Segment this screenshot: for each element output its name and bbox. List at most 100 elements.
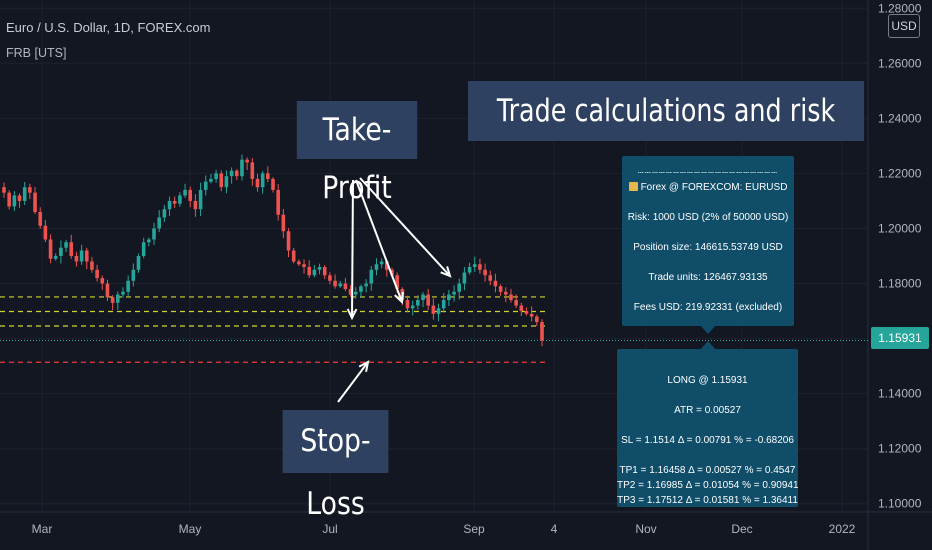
candle-body xyxy=(297,261,301,265)
candle-body xyxy=(147,239,151,243)
candle-body xyxy=(22,187,27,201)
arrow-shaft xyxy=(355,179,403,303)
candle-body xyxy=(535,316,539,323)
candle-body xyxy=(162,209,167,218)
trade-sl: SL = 1.1514 Δ = 0.00791 % = -0.68206 xyxy=(621,435,794,446)
candle-body xyxy=(234,170,239,177)
candle-body xyxy=(74,256,79,262)
price-axis: 1.28000 1.26000 1.24000 1.22000 1.20000 1.180… xyxy=(878,1,922,510)
candle-body xyxy=(281,214,286,232)
candle-body xyxy=(33,192,37,212)
arrow-head xyxy=(346,308,358,321)
candle-body xyxy=(385,261,389,270)
candle-body xyxy=(38,211,43,226)
arrow-shaft xyxy=(351,179,354,319)
candle-body xyxy=(276,189,280,215)
candle-body xyxy=(405,300,410,309)
candle-body xyxy=(540,322,544,341)
candle-body xyxy=(219,173,224,188)
candle-body xyxy=(374,264,379,270)
candle-body xyxy=(84,250,89,262)
trade-tp3: TP3 = 1.17512 Δ = 0.01581 % = 1.36411 xyxy=(617,495,798,506)
candle-body xyxy=(198,189,203,210)
candle-body xyxy=(353,291,358,295)
candle-body xyxy=(260,173,265,188)
candle-body xyxy=(426,294,430,306)
candle-body xyxy=(12,195,17,207)
trade-tp2: TP2 = 1.16985 Δ = 0.01054 % = 0.90941 xyxy=(617,480,798,491)
price-tick-label: 1.10000 xyxy=(878,497,922,511)
candle-body xyxy=(312,269,317,276)
candle-body xyxy=(53,256,58,259)
time-tick-label: 2022 xyxy=(829,522,856,536)
candle-body xyxy=(488,275,493,281)
candle-body xyxy=(478,264,482,270)
arrow-head xyxy=(440,266,452,278)
candle-body xyxy=(441,300,446,309)
candle-body xyxy=(229,170,234,177)
tooltip-pointer-down xyxy=(700,341,716,350)
candle-body xyxy=(116,294,120,303)
candle-body xyxy=(136,256,141,270)
chart-title: Euro / U.S. Dollar, 1D, FOREX.com xyxy=(6,20,211,35)
candle-body xyxy=(436,308,441,314)
candle-body xyxy=(193,200,198,210)
time-axis: Mar May Jul Sep 4 Nov Dec 2022 xyxy=(32,522,856,536)
candle-body xyxy=(2,187,6,193)
candle-body xyxy=(255,178,260,188)
candle-body xyxy=(493,280,498,287)
candle-body xyxy=(395,275,399,290)
arrow-shaft xyxy=(337,361,369,403)
info-fees: Fees USD: 219.92331 (excluded) xyxy=(633,302,783,313)
candle-body xyxy=(266,173,270,179)
candle-body xyxy=(416,300,420,306)
info-symbol: Forex @ FOREXCOM: EURUSD xyxy=(640,182,788,193)
time-tick-label: Nov xyxy=(635,522,656,536)
trade-levels xyxy=(0,296,868,363)
info-units: Trade units: 126467.93135 xyxy=(648,272,768,283)
candle-body xyxy=(431,305,436,314)
arrow-shaft xyxy=(359,177,451,277)
annotation-arrows xyxy=(337,177,452,403)
candle-body xyxy=(348,289,353,295)
candle-body xyxy=(328,275,332,281)
indicator-label[interactable]: FRB [UTS] xyxy=(6,46,67,60)
candle-body xyxy=(271,178,275,190)
candle-body xyxy=(172,200,177,204)
candle-body xyxy=(338,283,343,287)
price-tick-label: 1.20000 xyxy=(878,221,922,235)
candle-body xyxy=(462,272,467,284)
currency-button[interactable]: USD xyxy=(888,14,920,38)
tooltip-pointer-up xyxy=(700,325,716,334)
arrow-head xyxy=(358,360,370,373)
candle-body xyxy=(167,200,172,210)
price-tick-label: 1.28000 xyxy=(878,1,922,15)
candle-body xyxy=(48,239,53,259)
candle-body xyxy=(472,264,477,268)
candle-body xyxy=(121,291,125,295)
candle-body xyxy=(224,176,229,188)
candle-body xyxy=(245,159,249,163)
candle-body xyxy=(457,283,462,292)
time-tick-label: Sep xyxy=(463,522,485,536)
candle-body xyxy=(95,269,99,279)
time-tick-label: Mar xyxy=(32,522,53,536)
info-risk: Risk: 1000 USD (2% of 50000 USD) xyxy=(627,212,789,223)
take-profit-label: Take-Profit xyxy=(296,101,418,206)
tp-arrow-3 xyxy=(359,177,452,278)
candle-body xyxy=(79,250,84,262)
time-tick-label: May xyxy=(179,522,202,536)
candle-body xyxy=(131,269,136,281)
candle-body xyxy=(519,305,524,312)
candle-body xyxy=(379,261,384,265)
info-symbol-row: Forex @ FOREXCOM: EURUSD xyxy=(622,182,794,193)
candle-body xyxy=(240,159,244,177)
time-tick-label: Dec xyxy=(731,522,752,536)
candle-body xyxy=(250,162,255,179)
candle-body xyxy=(421,294,425,301)
candle-body xyxy=(7,192,11,207)
candle-body xyxy=(157,217,161,229)
candle-body xyxy=(90,261,94,270)
candle-body xyxy=(317,267,322,270)
